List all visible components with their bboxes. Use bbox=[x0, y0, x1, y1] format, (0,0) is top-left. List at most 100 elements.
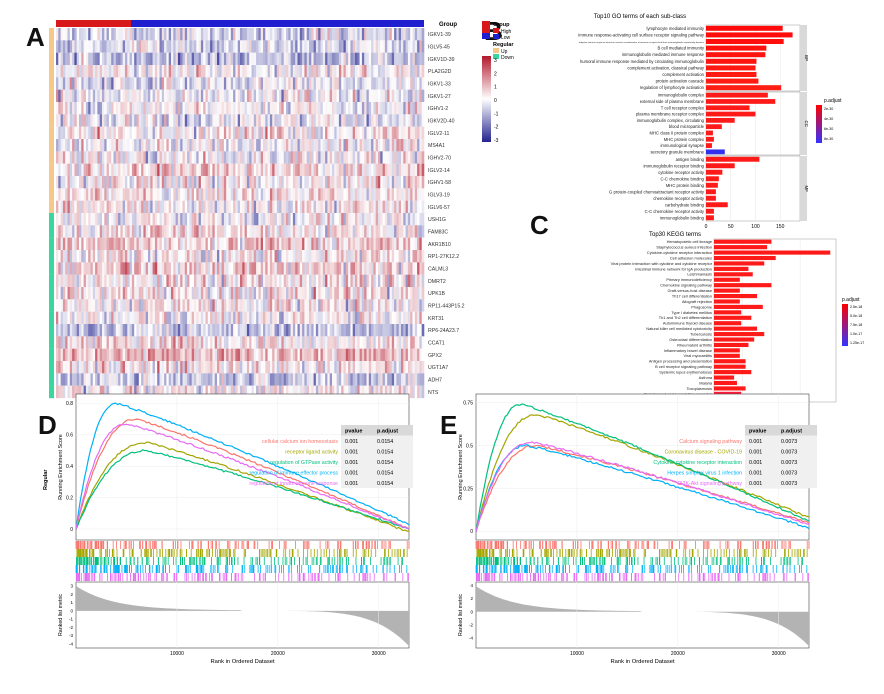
heatmap-cell bbox=[99, 225, 103, 238]
go-term-label: MHC protein complex bbox=[664, 137, 705, 142]
heatmap-cell bbox=[290, 28, 294, 41]
heatmap-cell bbox=[134, 65, 137, 78]
heatmap-cell bbox=[263, 348, 266, 362]
heatmap-cell bbox=[419, 336, 422, 349]
heatmap-cell bbox=[313, 40, 317, 53]
heatmap-cell bbox=[295, 176, 298, 189]
heatmap-cell bbox=[74, 361, 77, 374]
heatmap-cell bbox=[207, 262, 211, 275]
heatmap-cell bbox=[198, 28, 202, 41]
heatmap-cell bbox=[403, 250, 406, 263]
gene-label: IGLV2-11 bbox=[428, 131, 450, 137]
heatmap-cell bbox=[104, 65, 107, 78]
heatmap-cell bbox=[368, 114, 372, 127]
heatmap-cell bbox=[260, 336, 264, 349]
heatmap-cell bbox=[95, 176, 98, 189]
heatmap-cell bbox=[258, 65, 261, 78]
heatmap-cell bbox=[148, 28, 151, 41]
heatmap-cell bbox=[391, 102, 395, 115]
heatmap-cell bbox=[338, 324, 342, 337]
heatmap-cell bbox=[69, 176, 73, 189]
heatmap-cell bbox=[414, 28, 418, 41]
heatmap-cell bbox=[297, 373, 301, 386]
heatmap-cell bbox=[58, 336, 61, 349]
heatmap-cell bbox=[274, 287, 278, 300]
heatmap-cell bbox=[343, 348, 347, 362]
heatmap-cell bbox=[111, 102, 114, 115]
heatmap-cell bbox=[212, 311, 215, 325]
heatmap-cell bbox=[237, 250, 241, 263]
heatmap-cell bbox=[115, 139, 119, 152]
heatmap-cell bbox=[299, 65, 303, 78]
heatmap-cell bbox=[368, 348, 372, 362]
heatmap-cell bbox=[302, 151, 305, 164]
heatmap-cell bbox=[361, 348, 365, 362]
heatmap-cell bbox=[69, 385, 73, 399]
heatmap-cell bbox=[120, 200, 123, 214]
heatmap-cell bbox=[290, 176, 294, 189]
heatmap-cell bbox=[194, 139, 197, 152]
heatmap-cell bbox=[143, 373, 146, 386]
heatmap-cell bbox=[410, 139, 413, 152]
heatmap-cell bbox=[97, 311, 100, 325]
heatmap-cell bbox=[90, 28, 94, 41]
heatmap-cell bbox=[355, 237, 358, 251]
heatmap-cell bbox=[332, 200, 335, 214]
heatmap-cell bbox=[125, 237, 128, 251]
heatmap-cell bbox=[396, 373, 399, 386]
heatmap-cell bbox=[391, 188, 395, 201]
heatmap-cell bbox=[302, 176, 305, 189]
heatmap-cell bbox=[118, 373, 121, 386]
heatmap-cell bbox=[380, 102, 383, 115]
heatmap-cell bbox=[396, 52, 399, 66]
heatmap-cell bbox=[348, 299, 351, 312]
heatmap-cell bbox=[217, 262, 220, 275]
heatmap-cell bbox=[210, 324, 213, 337]
heatmap-cell bbox=[233, 139, 236, 152]
heatmap-cell bbox=[175, 385, 179, 399]
heatmap-cell bbox=[382, 126, 386, 140]
heatmap-cell bbox=[295, 151, 298, 164]
heatmap-cell bbox=[129, 274, 133, 288]
legend-key-low bbox=[493, 34, 499, 39]
heatmap-cell bbox=[306, 299, 310, 312]
heatmap-cell bbox=[302, 102, 305, 115]
heatmap-cell bbox=[336, 151, 340, 164]
go-bar bbox=[706, 71, 757, 78]
heatmap-cell bbox=[249, 262, 252, 275]
heatmap-cell bbox=[338, 40, 342, 53]
heatmap-cell bbox=[187, 336, 190, 349]
heatmap-cell bbox=[251, 114, 255, 127]
heatmap-cell bbox=[295, 299, 298, 312]
heatmap-cell bbox=[166, 385, 169, 399]
heatmap-cell bbox=[263, 373, 266, 386]
gene-label: IGKV2D-40 bbox=[428, 119, 455, 125]
heatmap-cell bbox=[327, 373, 330, 386]
heatmap-cell bbox=[403, 237, 406, 251]
heatmap-cell bbox=[166, 373, 169, 386]
heatmap-cell bbox=[60, 262, 64, 275]
heatmap-cell bbox=[269, 28, 273, 41]
heatmap-cell bbox=[214, 385, 218, 399]
heatmap-cell bbox=[164, 373, 167, 386]
heatmap-cell bbox=[348, 126, 351, 140]
heatmap-cell bbox=[122, 373, 126, 386]
heatmap-cell bbox=[161, 348, 165, 362]
heatmap-cell bbox=[380, 77, 383, 90]
heatmap-cell bbox=[138, 77, 142, 90]
heatmap-cell bbox=[219, 274, 222, 288]
heatmap-cell bbox=[396, 237, 399, 251]
heatmap-cell bbox=[345, 262, 349, 275]
heatmap-cell bbox=[235, 311, 238, 325]
heatmap-cell bbox=[217, 176, 220, 189]
heatmap-cell bbox=[251, 126, 255, 140]
heatmap-cell bbox=[302, 114, 305, 127]
heatmap-cell bbox=[384, 114, 388, 127]
heatmap-cell bbox=[198, 213, 202, 226]
heatmap-cell bbox=[391, 262, 395, 275]
heatmap-cell bbox=[230, 40, 234, 53]
heatmap-cell bbox=[154, 126, 158, 140]
heatmap-cell bbox=[313, 361, 317, 374]
heatmap-cell bbox=[414, 299, 418, 312]
heatmap-cell bbox=[375, 250, 379, 263]
